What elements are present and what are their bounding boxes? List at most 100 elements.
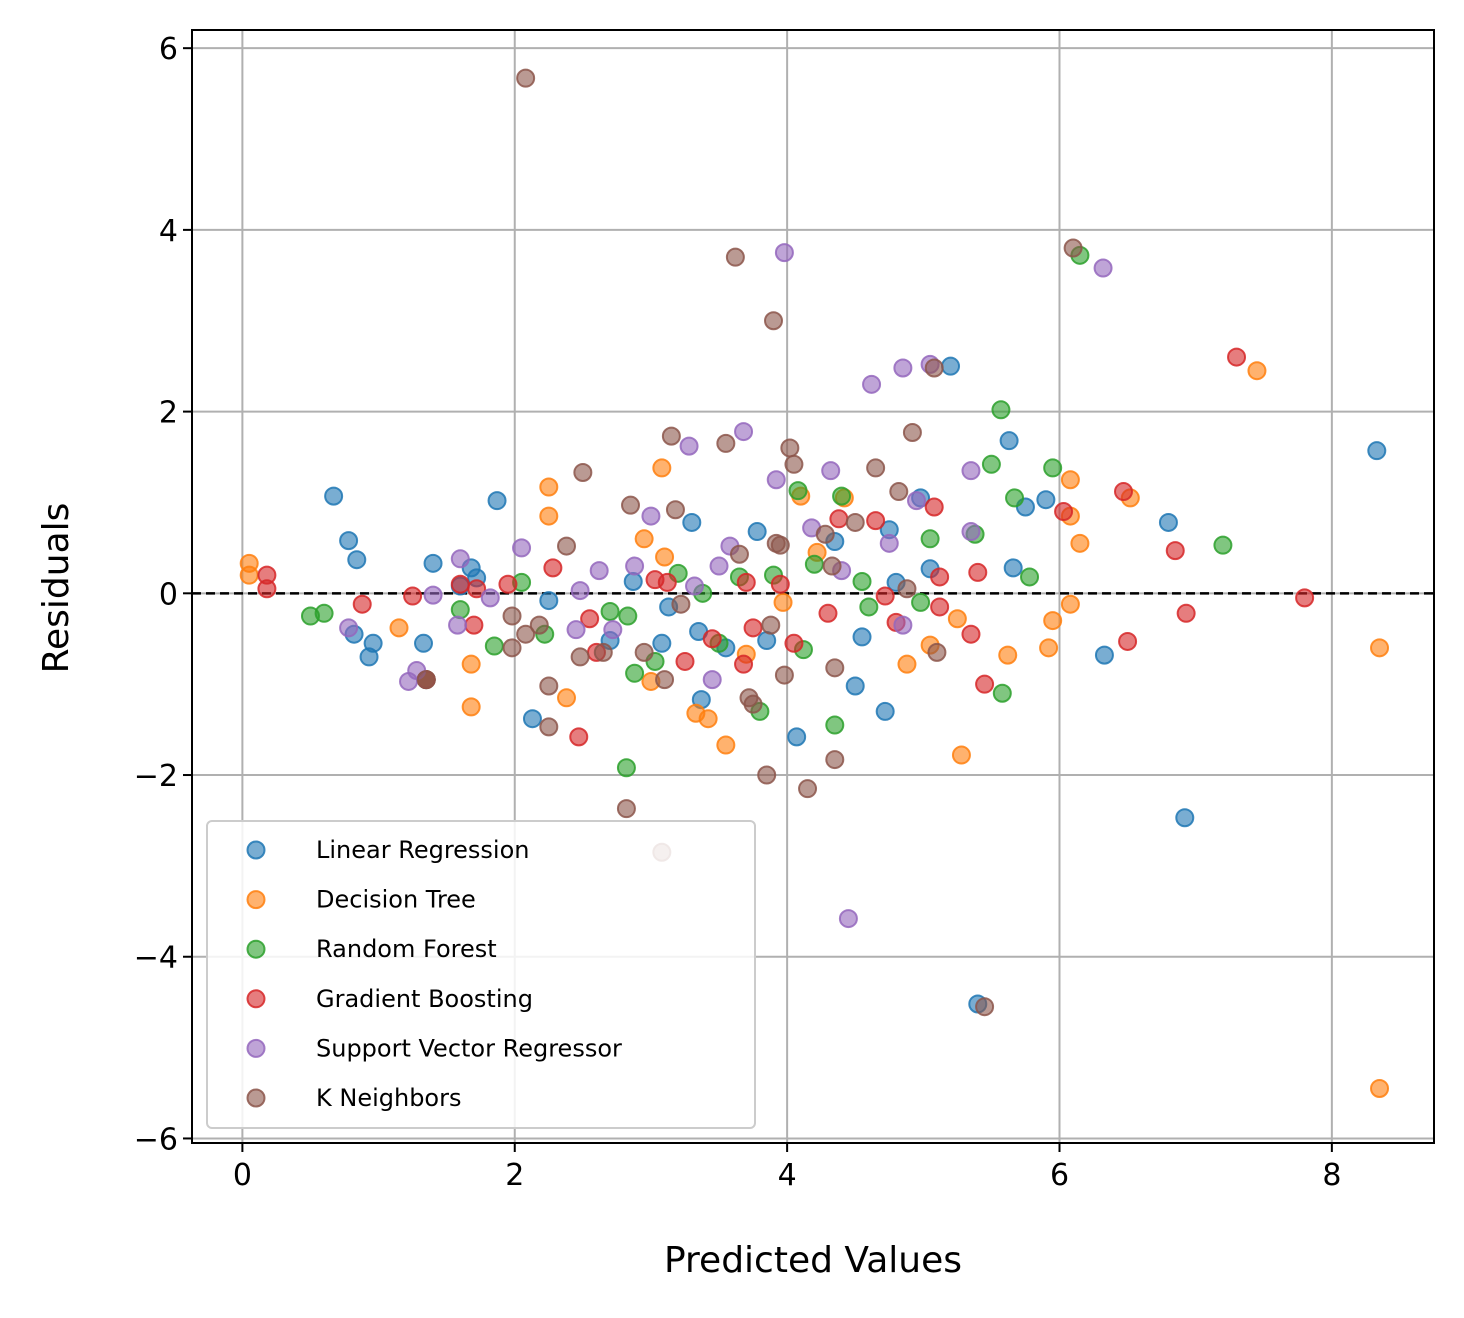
data-point [815, 524, 835, 544]
data-point [498, 574, 518, 594]
data-point [675, 651, 695, 671]
data-point [798, 779, 818, 799]
y-tick-label: −4 [134, 941, 178, 976]
data-point [539, 676, 559, 696]
data-point [502, 638, 522, 658]
data-point [736, 572, 756, 592]
data-point [866, 458, 886, 478]
data-point [992, 683, 1012, 703]
data-point [634, 642, 654, 662]
data-point [1036, 490, 1056, 510]
data-point [655, 670, 675, 690]
data-point [522, 709, 542, 729]
data-point [641, 506, 661, 526]
data-point [1247, 361, 1267, 381]
x-tick-label: 8 [1322, 1158, 1341, 1193]
data-point [461, 697, 481, 717]
data-point [770, 535, 790, 555]
data-point [450, 574, 470, 594]
data-point [1060, 594, 1080, 614]
data-point [589, 561, 609, 581]
series-4 [339, 243, 1113, 929]
data-point [1114, 482, 1133, 502]
data-point [516, 624, 536, 644]
data-point [961, 624, 981, 644]
data-point [907, 491, 926, 511]
data-point [403, 586, 423, 606]
data-point [1370, 1078, 1390, 1098]
data-point [845, 512, 865, 532]
data-point [467, 579, 487, 599]
data-point [580, 609, 600, 629]
data-point [716, 735, 736, 755]
data-point [423, 585, 443, 605]
data-point [1039, 638, 1059, 658]
data-point [725, 247, 745, 267]
data-point [625, 663, 645, 683]
data-point [757, 765, 777, 785]
data-point [897, 654, 917, 674]
legend: Linear Regression Decision Tree Random For… [206, 820, 756, 1129]
data-point [924, 497, 944, 517]
data-point [671, 594, 691, 614]
data-point [702, 629, 722, 649]
data-point [539, 506, 559, 526]
data-point [893, 358, 913, 378]
legend-label: Gradient Boosting [316, 985, 533, 1013]
legend-marker [246, 840, 266, 860]
data-point [593, 642, 613, 662]
data-point [862, 374, 882, 394]
data-point [570, 581, 590, 601]
data-point [516, 68, 536, 88]
data-point [761, 615, 781, 635]
data-point [893, 615, 913, 635]
data-point [314, 603, 334, 623]
data-point [879, 533, 899, 553]
data-point [961, 461, 981, 481]
legend-marker [246, 890, 266, 910]
data-point [347, 550, 367, 570]
data-point [339, 531, 359, 551]
data-point [1003, 558, 1023, 578]
data-point [324, 486, 344, 506]
data-point [930, 597, 950, 617]
data-point [743, 618, 763, 638]
data-point [1213, 535, 1233, 555]
data-point [557, 688, 577, 708]
data-point [618, 606, 638, 626]
legend-label: Support Vector Regressor [316, 1034, 622, 1062]
data-point [616, 799, 636, 819]
data-point [448, 615, 468, 635]
data-point [981, 454, 1001, 474]
data-point [774, 665, 794, 685]
data-point [487, 491, 507, 511]
data-point [832, 486, 852, 506]
data-point [889, 482, 909, 502]
data-point [570, 647, 590, 667]
data-point [502, 606, 522, 626]
legend-label: Decision Tree [316, 886, 476, 914]
data-point [774, 243, 794, 263]
data-point [1070, 533, 1090, 553]
data-point [239, 565, 259, 585]
data-point [875, 701, 895, 721]
data-point [975, 997, 995, 1017]
data-point [822, 556, 842, 576]
data-point [788, 481, 808, 501]
data-point [951, 745, 971, 765]
data-point [464, 615, 484, 635]
data-point [1370, 638, 1390, 658]
legend-marker [246, 1088, 266, 1108]
data-point [999, 431, 1019, 451]
data-point [682, 512, 702, 532]
legend-label: K Neighbors [316, 1084, 462, 1112]
legend-frame [206, 820, 756, 1129]
data-point [450, 600, 470, 620]
data-point [784, 454, 804, 474]
data-point [1054, 502, 1074, 522]
data-point [852, 572, 872, 592]
legend-label: Linear Regression [316, 836, 530, 864]
data-point [930, 567, 950, 587]
data-point [766, 470, 786, 490]
